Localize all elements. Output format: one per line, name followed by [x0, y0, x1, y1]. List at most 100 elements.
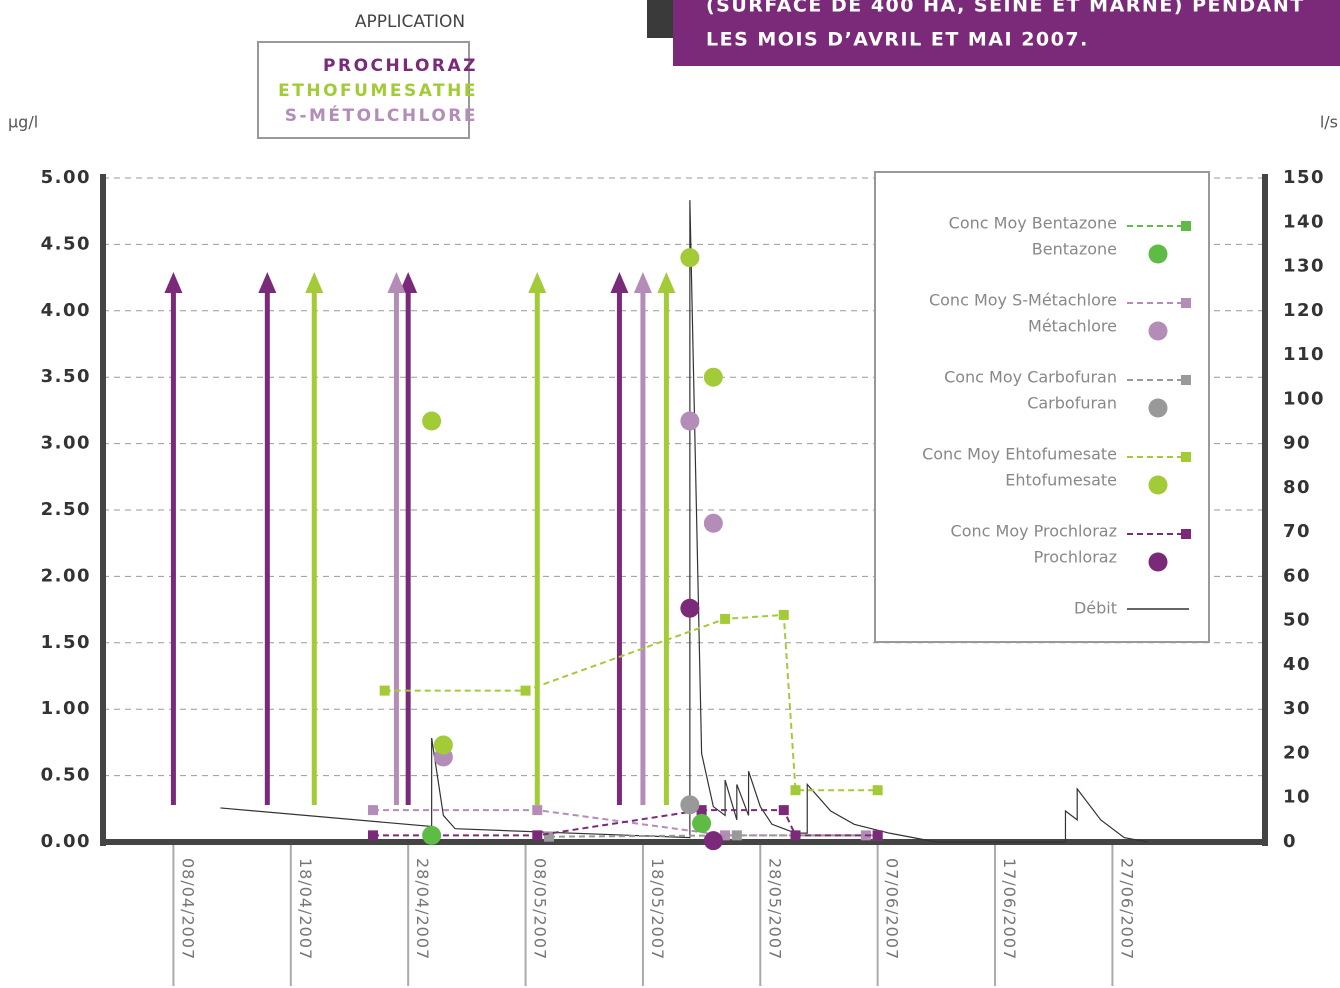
- x-tick-label: 18/04/2007: [296, 858, 315, 960]
- legend-label: Bentazone: [1032, 240, 1117, 259]
- y-axis-label: µg/l: [8, 113, 38, 132]
- application-arrow: [164, 272, 183, 805]
- legend-label: Conc Moy Carbofuran: [944, 368, 1117, 387]
- arrow-head: [305, 272, 324, 293]
- legend-swatch: [1148, 475, 1168, 495]
- legend-swatch: [1148, 398, 1168, 418]
- y2-tick-label: 120: [1283, 300, 1325, 321]
- y-tick-label: 3.50: [41, 366, 91, 387]
- application-arrow: [399, 272, 418, 805]
- arrow-head: [399, 272, 418, 293]
- point: [433, 735, 453, 755]
- y2-tick-label: 0: [1283, 831, 1297, 852]
- application-arrow: [258, 272, 277, 805]
- mean-marker: [720, 830, 731, 841]
- legend-label: Conc Moy Ehtofumesate: [922, 445, 1117, 464]
- mean-marker: [720, 613, 731, 624]
- arrow-head: [657, 272, 676, 293]
- mean-marker: [778, 609, 789, 620]
- mean-marker: [731, 830, 742, 841]
- arrow-head: [528, 272, 547, 293]
- legend-swatch: [1181, 375, 1191, 385]
- point: [703, 513, 723, 533]
- mean-marker: [790, 830, 801, 841]
- y-tick-label: 0.00: [41, 831, 91, 852]
- y2-tick-label: 70: [1283, 521, 1311, 542]
- y-tick-label: 0.50: [41, 765, 91, 786]
- x-tick-label: 17/06/2007: [1000, 858, 1019, 960]
- mean-marker: [379, 685, 390, 696]
- legend-label: Métachlore: [1028, 317, 1117, 336]
- x-tick-label: 18/05/2007: [648, 858, 667, 960]
- legend-label: Débit: [1074, 599, 1117, 618]
- legend-swatch: [1181, 529, 1191, 539]
- y2-tick-label: 10: [1283, 787, 1311, 808]
- application-title: APPLICATION: [355, 12, 465, 32]
- mean-marker: [532, 830, 543, 841]
- point: [680, 598, 700, 618]
- y2-tick-label: 80: [1283, 477, 1311, 498]
- y-tick-label: 2.50: [41, 499, 91, 520]
- x-tick-label: 27/06/2007: [1117, 858, 1136, 960]
- application-box: [257, 41, 470, 139]
- legend-swatch: [1181, 452, 1191, 462]
- application-label: S-MÉTOLCHLORE: [285, 104, 478, 126]
- mean-marker: [367, 830, 378, 841]
- y2-tick-label: 20: [1283, 742, 1311, 763]
- x-tick-label: 28/04/2007: [413, 858, 432, 960]
- mean-marker: [790, 785, 801, 796]
- arrow-head: [387, 272, 406, 293]
- point: [703, 831, 723, 851]
- legend-swatch: [1181, 298, 1191, 308]
- header-block: [647, 0, 677, 38]
- application-arrow: [387, 272, 406, 805]
- y2-axis-label: l/s: [1320, 113, 1338, 132]
- legend-label: Carbofuran: [1027, 394, 1117, 413]
- mean-marker: [696, 805, 707, 816]
- mean-marker: [544, 831, 555, 842]
- legend-label: Conc Moy S-Métachlore: [929, 291, 1117, 310]
- application-arrow: [528, 272, 547, 805]
- y2-tick-label: 90: [1283, 433, 1311, 454]
- y2-tick-label: 50: [1283, 610, 1311, 631]
- x-tick-label: 08/04/2007: [178, 858, 197, 960]
- y2-tick-label: 60: [1283, 565, 1311, 586]
- arrow-head: [610, 272, 629, 293]
- arrow-head: [258, 272, 277, 293]
- point: [422, 825, 442, 845]
- y2-tick-label: 30: [1283, 698, 1311, 719]
- mean-marker: [367, 805, 378, 816]
- legend-swatch: [1148, 552, 1168, 572]
- legend-swatch: [1148, 321, 1168, 341]
- point: [680, 795, 700, 815]
- header-band: [673, 0, 1340, 66]
- y2-tick-label: 40: [1283, 654, 1311, 675]
- application-arrow: [657, 272, 676, 805]
- point: [422, 411, 442, 431]
- y2-tick-label: 110: [1283, 344, 1325, 365]
- y-tick-label: 5.00: [41, 167, 91, 188]
- legend-swatch: [1181, 221, 1191, 231]
- y-tick-label: 3.00: [41, 433, 91, 454]
- mean-marker: [872, 830, 883, 841]
- application-arrow: [610, 272, 629, 805]
- application-arrow: [633, 272, 652, 805]
- legend-label: Prochloraz: [1034, 548, 1117, 567]
- point: [692, 813, 712, 833]
- legend-label: Conc Moy Bentazone: [949, 214, 1117, 233]
- mean-line: [384, 613, 878, 792]
- y-tick-label: 1.50: [41, 632, 91, 653]
- legend-label: Conc Moy Prochloraz: [951, 522, 1117, 541]
- legend-swatch: [1148, 244, 1168, 264]
- y2-tick-label: 140: [1283, 211, 1325, 232]
- legend-label: Ehtofumesate: [1005, 471, 1117, 490]
- x-tick-label: 08/05/2007: [531, 858, 550, 960]
- y-tick-label: 2.00: [41, 565, 91, 586]
- point: [680, 248, 700, 268]
- arrow-head: [633, 272, 652, 293]
- mean-line: [372, 809, 878, 837]
- mean-marker: [872, 785, 883, 796]
- y2-tick-label: 150: [1283, 167, 1325, 188]
- x-tick-label: 07/06/2007: [883, 858, 902, 960]
